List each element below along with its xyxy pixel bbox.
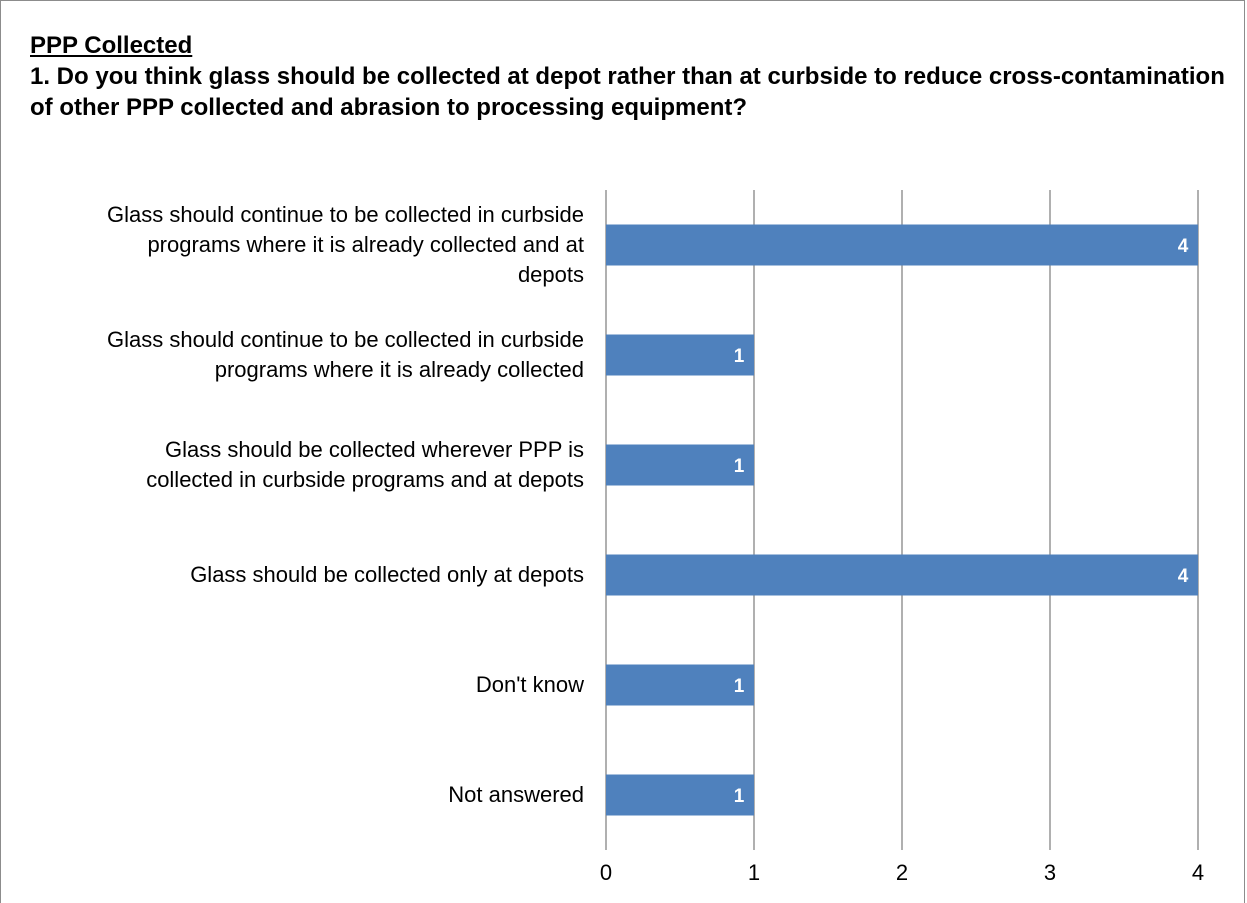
category-label: Glass should be collected only at depots (4, 560, 584, 590)
bar (606, 334, 754, 376)
category-label-line: depots (517, 262, 584, 287)
data-label: 4 (1178, 566, 1189, 587)
data-label: 1 (734, 676, 745, 697)
bar (606, 664, 754, 706)
category-label-line: Not answered (448, 782, 584, 807)
data-label: 1 (734, 346, 745, 367)
data-label: 4 (1178, 236, 1189, 257)
x-tick-label: 3 (1044, 860, 1056, 885)
data-label: 1 (734, 786, 745, 807)
category-label: Not answered (4, 780, 584, 810)
category-label: Glass should continue to be collected in… (4, 200, 584, 290)
category-label-line: Glass should be collected wherever PPP i… (164, 437, 584, 462)
bar (606, 224, 1198, 266)
category-label-line: Glass should continue to be collected in… (107, 327, 584, 352)
chart-header: PPP Collected 1. Do you think glass shou… (30, 31, 1230, 123)
bar (606, 444, 754, 486)
question-text: 1. Do you think glass should be collecte… (30, 63, 1225, 121)
category-label-line: Glass should be collected only at depots (190, 562, 584, 587)
category-label-line: Don't know (475, 672, 584, 697)
data-label: 1 (734, 456, 745, 477)
x-tick-label: 0 (600, 860, 612, 885)
category-label-line: Glass should continue to be collected in… (107, 202, 584, 227)
category-label-line: programs where it is already collected (214, 357, 584, 382)
category-label: Glass should continue to be collected in… (4, 325, 584, 385)
section-title: PPP Collected (30, 32, 193, 59)
category-label: Don't know (4, 670, 584, 700)
x-tick-label: 4 (1192, 860, 1204, 885)
bar (606, 774, 754, 816)
category-label: Glass should be collected wherever PPP i… (4, 435, 584, 495)
category-label-line: collected in curbside programs and at de… (146, 467, 584, 492)
x-tick-label: 1 (748, 860, 760, 885)
x-tick-label: 2 (896, 860, 908, 885)
category-label-line: programs where it is already collected a… (147, 232, 584, 257)
bar (606, 554, 1198, 596)
